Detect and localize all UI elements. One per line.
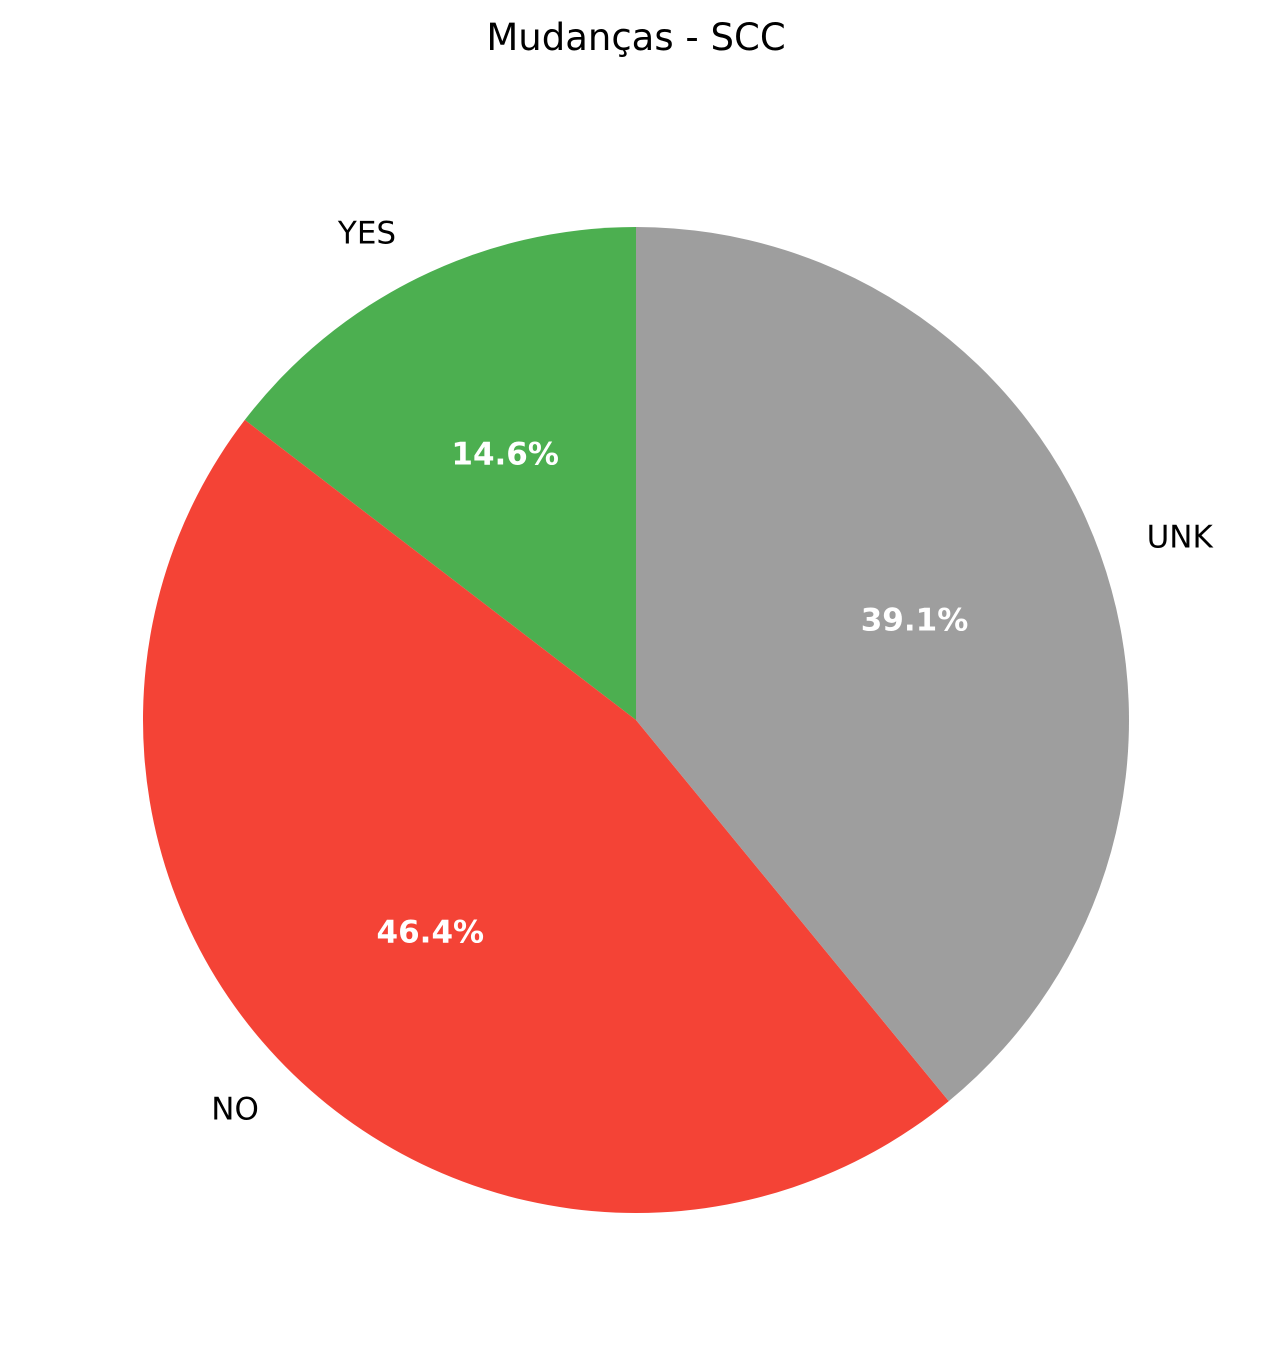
- pie-labels: YES 14.6% NO 46.4% UNK 39.1%: [211, 216, 1213, 1128]
- slice-label-no: NO: [211, 1092, 259, 1128]
- slice-label-yes: YES: [337, 216, 396, 252]
- chart-title: Mudanças - SCC: [486, 16, 785, 59]
- slice-label-unk: UNK: [1147, 519, 1214, 555]
- pie-slice-no: [143, 419, 949, 1213]
- slice-percent-yes: 14.6%: [451, 437, 559, 473]
- pie-slice-unk: [636, 227, 1129, 1102]
- pie-slice-yes: [244, 227, 636, 720]
- slice-percent-unk: 39.1%: [861, 602, 969, 638]
- slice-percent-no: 46.4%: [377, 915, 485, 951]
- pie-slices: [143, 227, 1129, 1213]
